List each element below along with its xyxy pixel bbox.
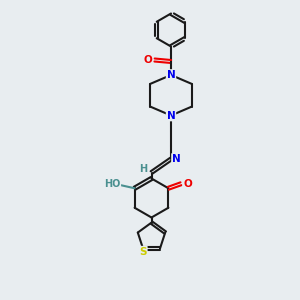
Text: O: O (143, 55, 152, 65)
Text: H: H (139, 164, 147, 174)
Text: N: N (167, 110, 176, 121)
Text: N: N (167, 70, 176, 80)
Text: S: S (139, 247, 147, 256)
Text: O: O (183, 179, 192, 189)
Text: HO: HO (104, 179, 120, 189)
Text: N: N (172, 154, 181, 164)
